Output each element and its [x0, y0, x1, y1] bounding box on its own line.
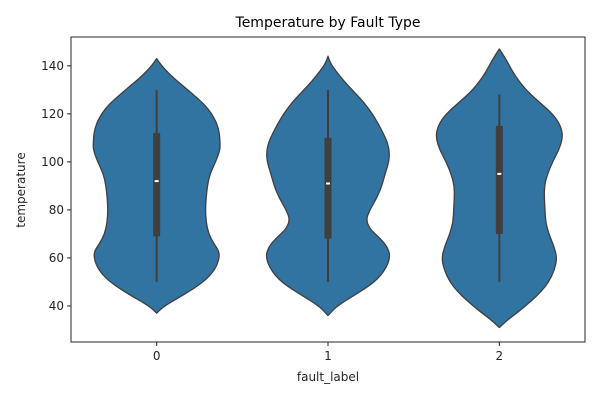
x-tick-label: 2 [496, 349, 504, 363]
chart-title: Temperature by Fault Type [235, 15, 421, 31]
violin-median [497, 172, 502, 175]
violin-group-0 [92, 57, 221, 314]
violin-iqr-box [324, 137, 332, 239]
violin-median [326, 182, 330, 185]
y-tick-label: 140 [41, 59, 64, 73]
x-tick-label: 0 [153, 349, 161, 363]
y-tick-label: 100 [41, 155, 64, 169]
violin-group-2 [435, 48, 563, 329]
y-axis: 40 60 80 100 120 140 [41, 59, 71, 313]
y-tick-label: 120 [41, 107, 64, 121]
x-tick-label: 1 [324, 349, 332, 363]
violin-iqr-box [153, 133, 161, 237]
violin-group-1 [265, 55, 391, 317]
y-tick-label: 80 [49, 203, 64, 217]
violins-layer [92, 48, 563, 329]
y-tick-label: 60 [49, 251, 64, 265]
y-axis-label: temperature [14, 152, 28, 227]
y-tick-label: 40 [49, 299, 64, 313]
violin-median [154, 180, 159, 183]
x-axis-label: fault_label [297, 370, 359, 384]
x-axis: 0 1 2 [153, 342, 503, 363]
violin-iqr-box [495, 125, 503, 234]
